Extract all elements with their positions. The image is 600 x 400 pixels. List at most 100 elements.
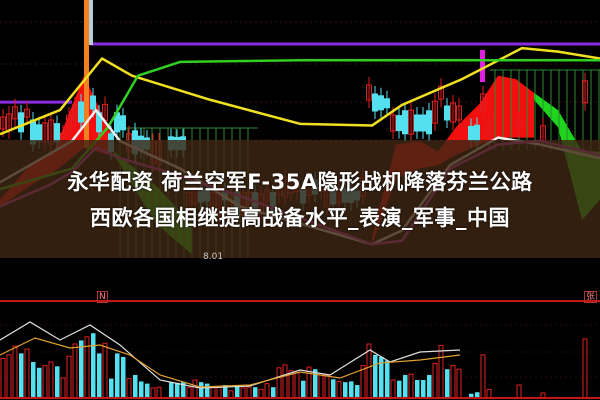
candle-body (402, 110, 408, 135)
volume-bar-down (115, 353, 120, 398)
candle-body (480, 93, 486, 112)
volume-bar-down (175, 382, 180, 398)
volume-bar-down (181, 382, 186, 398)
candle-body (516, 118, 522, 129)
volume-bar-up (150, 387, 156, 399)
candle-body (420, 114, 426, 132)
candle-body (432, 100, 438, 124)
volume-bar-down (469, 393, 474, 398)
candle-body (414, 114, 420, 132)
volume-bar-down (145, 383, 150, 398)
volume-ma-orange (0, 337, 461, 388)
volume-bar-up (24, 348, 30, 399)
volume-bar-up (210, 386, 216, 399)
volume-bar-up (0, 357, 6, 399)
volume-bar-down (55, 366, 60, 398)
volume-bar-down (397, 380, 402, 398)
volume-bar-down (415, 380, 420, 398)
candle-body (444, 105, 450, 121)
candle-body (24, 108, 30, 118)
volume-bar-down (37, 367, 42, 398)
volume-bar-up (42, 365, 48, 399)
volume-bar-up (240, 387, 246, 399)
volume-bar-up (246, 386, 252, 399)
volume-bar-down (427, 374, 432, 398)
volume-bar-down (91, 333, 96, 398)
candle-body (12, 106, 18, 120)
candle-body (450, 102, 456, 123)
volume-bar-up (408, 373, 414, 399)
candle-body (390, 114, 396, 132)
volume-bar-up (282, 364, 288, 399)
volume-bar-down (235, 386, 240, 398)
candle-body (120, 115, 126, 131)
volume-bar-down (19, 353, 24, 398)
volume-bar-down (475, 392, 480, 398)
volume-bar-up (48, 361, 54, 399)
spike-candle (84, 0, 89, 148)
volume-bar-up (432, 362, 438, 399)
volume-bar-up (6, 354, 12, 399)
candle-body (0, 116, 6, 130)
low-price-label: 8.01 (203, 252, 224, 262)
candle-body (90, 95, 96, 110)
volume-bar-up (582, 338, 588, 399)
volume-bar-down (169, 382, 174, 398)
candle-body (438, 85, 444, 100)
volume-bar-down (133, 374, 138, 398)
headline-line-2: 西欧各国相继提高战备水平_表演_军事_中国 (90, 206, 510, 230)
volume-bar-up (486, 388, 492, 399)
volume-bar-up (336, 380, 342, 399)
volume-bar-up (228, 390, 234, 399)
volume-bar-up (258, 388, 264, 399)
volume-bar-up (276, 367, 282, 399)
volume-bar-down (253, 387, 258, 398)
volume-bar-up (264, 383, 270, 399)
volume-tag-right: 张 (584, 291, 598, 303)
candle-body (366, 84, 372, 101)
volume-ma-white (0, 321, 461, 389)
volume-bar-up (216, 386, 222, 399)
candle-body (372, 93, 378, 112)
spike-candle (89, 0, 93, 45)
volume-bar-down (403, 374, 408, 398)
volume-bar-up (450, 365, 456, 399)
candle-body (582, 80, 588, 104)
ma-line-yellow (0, 46, 600, 136)
candle-body (384, 98, 390, 109)
volume-bar-down (79, 340, 84, 398)
volume-tag-left: N (97, 291, 108, 303)
volume-bar-down (331, 379, 336, 398)
candle-body (468, 125, 474, 141)
volume-bar-up (12, 345, 18, 399)
candle-body (78, 101, 84, 123)
candle-body (36, 124, 42, 142)
volume-bar-down (139, 381, 144, 398)
headline-line-1: 永华配资 荷兰空军F-35A隐形战机降落芬兰公路 (67, 170, 533, 194)
volume-bar-down (121, 356, 126, 398)
volume-bar-up (126, 378, 132, 399)
volume-bar-up (480, 354, 486, 399)
volume-bar-up (60, 377, 66, 399)
volume-bar-down (349, 381, 354, 398)
volume-bar-up (156, 386, 162, 399)
candle-body (54, 123, 60, 143)
candle-body (408, 109, 414, 135)
band-up-2 (372, 75, 534, 245)
volume-bar-down (313, 369, 318, 398)
volume-bar-up (102, 342, 108, 399)
candle-body (396, 115, 402, 132)
volume-bar-up (516, 384, 522, 399)
volume-bar-down (109, 378, 114, 398)
volume-bar-down (97, 353, 102, 398)
volume-bar-up (186, 386, 192, 399)
volume-bar-down (379, 356, 384, 398)
candle-body (66, 114, 72, 131)
candle-body (18, 112, 24, 133)
volume-bar-up (456, 368, 462, 399)
magenta-candle (480, 50, 485, 82)
candle-body (72, 104, 78, 121)
volume-bar-down (199, 382, 204, 398)
volume-bar-down (421, 380, 426, 398)
